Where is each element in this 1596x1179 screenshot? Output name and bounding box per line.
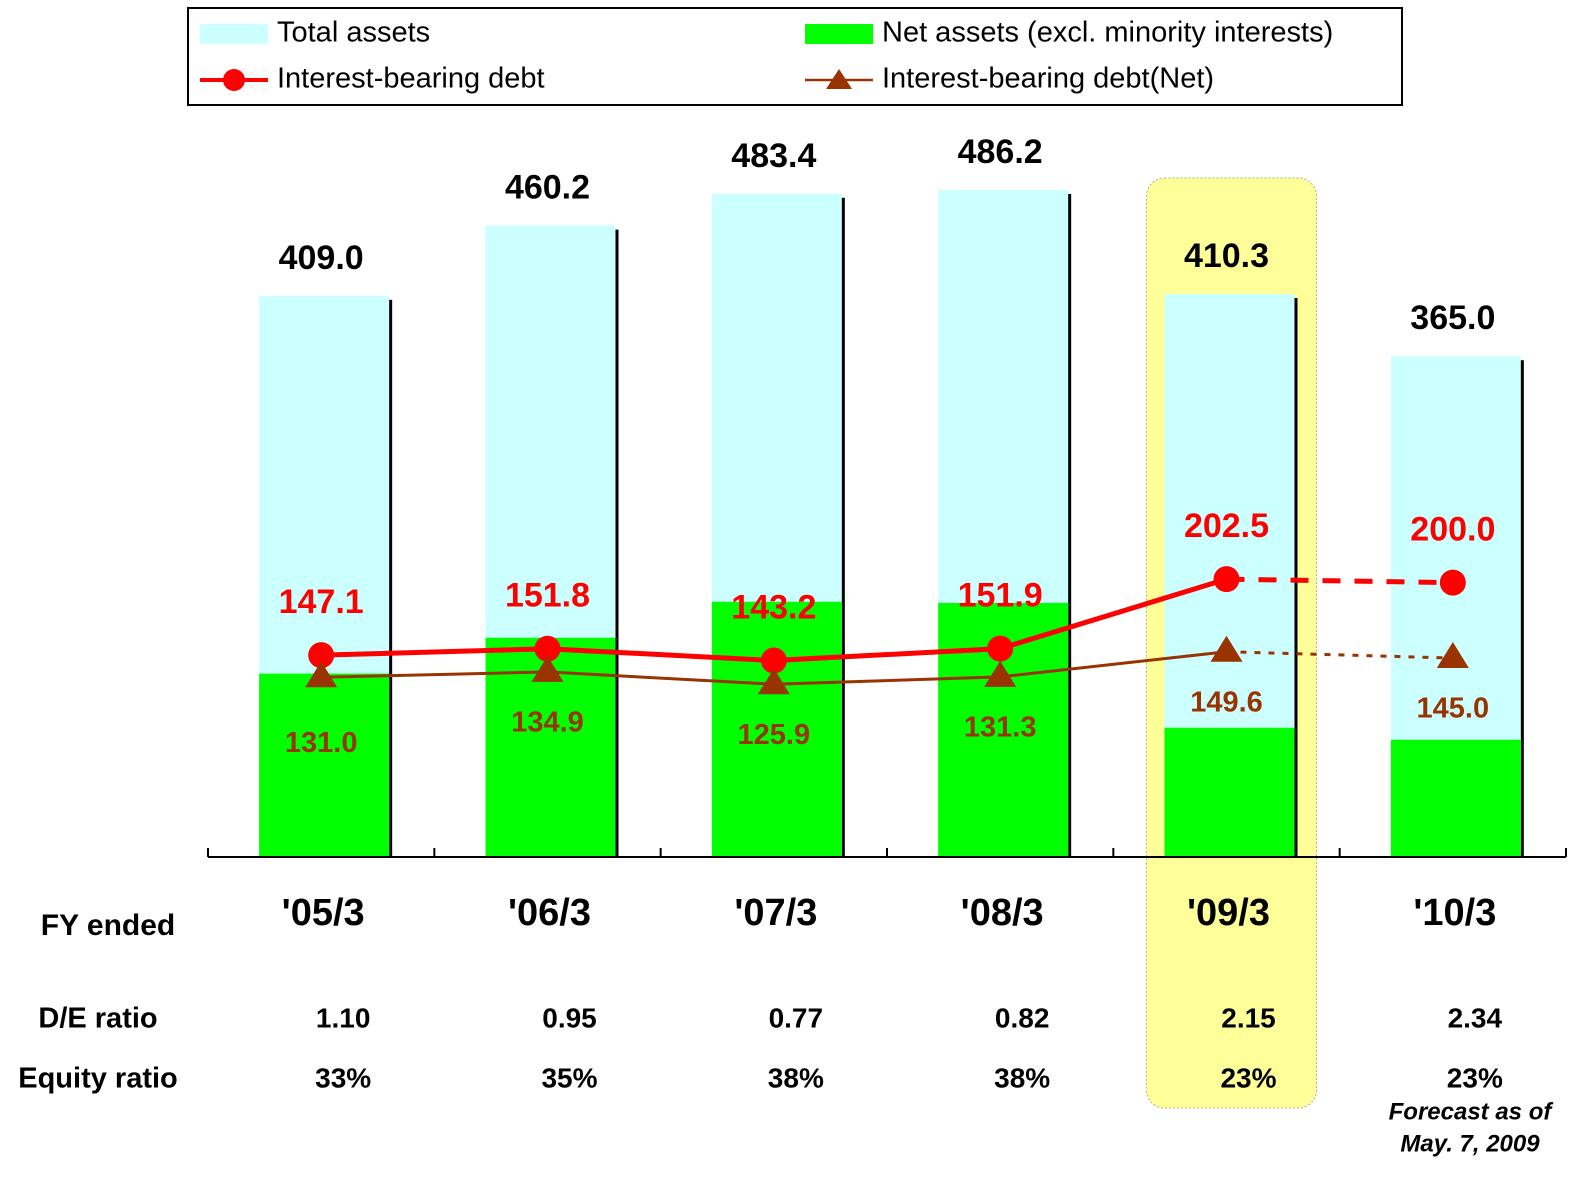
x-tick-label: '10/3	[1413, 892, 1496, 934]
legend-swatch	[200, 24, 268, 44]
legend-box	[187, 7, 1403, 106]
row-value: 38%	[994, 1062, 1050, 1093]
line-value-label: 151.8	[505, 577, 590, 615]
bar-value-label: 486.2	[958, 133, 1043, 171]
row-value: 33%	[315, 1062, 371, 1093]
line-value-label: 143.2	[731, 589, 816, 627]
line-marker	[1436, 642, 1469, 669]
bar	[711, 601, 842, 857]
legend-label: Total assets	[277, 17, 430, 49]
bar	[259, 673, 390, 857]
legend-swatch	[805, 24, 873, 44]
row-value: 2.34	[1448, 1002, 1503, 1033]
line-value-label: 200.0	[1410, 511, 1495, 549]
bar-value-label: 460.2	[505, 169, 590, 207]
line-forecast	[1226, 650, 1453, 660]
line-marker	[987, 635, 1014, 662]
legend-marker	[223, 69, 245, 91]
bar-shadow	[614, 229, 619, 858]
line-marker	[308, 642, 335, 669]
row-value: 23%	[1447, 1062, 1503, 1093]
note: May. 7, 2009	[1400, 1130, 1540, 1157]
bar-shadow	[1067, 193, 1072, 857]
legend-label: Interest-bearing debt	[277, 63, 545, 95]
bar	[1390, 739, 1521, 857]
line-marker	[760, 647, 787, 674]
row-value: 23%	[1220, 1062, 1276, 1093]
x-tick-label: '06/3	[508, 892, 591, 934]
line-marker	[534, 635, 561, 662]
row-value: 1.10	[316, 1002, 371, 1033]
bar-shadow	[1293, 298, 1298, 858]
row-value: 2.15	[1221, 1002, 1276, 1033]
line-marker	[305, 661, 338, 688]
line-value-label: 151.9	[958, 577, 1043, 615]
legend-label: Net assets (excl. minority interests)	[882, 17, 1333, 49]
line-value-label: 131.3	[964, 712, 1037, 744]
row-label: Equity ratio	[18, 1063, 178, 1095]
line-marker	[1439, 569, 1466, 596]
bar-shadow	[840, 197, 845, 857]
line-marker	[1210, 635, 1243, 662]
bar-value-label: 365.0	[1410, 299, 1495, 337]
line-value-label: 131.0	[285, 727, 358, 759]
legend-marker	[826, 69, 852, 89]
row-value: 35%	[541, 1062, 597, 1093]
line-value-label: 125.9	[738, 719, 811, 751]
x-tick-label: '07/3	[734, 892, 817, 934]
row-value: 0.77	[769, 1002, 824, 1033]
category-title: FY ended	[41, 909, 175, 942]
bar-shadow	[388, 299, 393, 857]
line-marker	[757, 668, 790, 695]
note: Forecast as of	[1389, 1098, 1554, 1125]
line-forecast	[1226, 576, 1453, 586]
line-value-label: 145.0	[1417, 693, 1490, 725]
line-value-label: 202.5	[1184, 507, 1269, 545]
bar-value-label: 483.4	[731, 137, 816, 175]
row-value: 0.82	[995, 1002, 1050, 1033]
line-value-label: 147.1	[279, 583, 364, 621]
row-label: D/E ratio	[38, 1003, 157, 1035]
x-tick-label: '08/3	[961, 892, 1044, 934]
line-marker	[1213, 566, 1240, 593]
line-value-label: 134.9	[511, 707, 584, 739]
line-value-label: 149.6	[1190, 686, 1263, 718]
x-tick-label: '09/3	[1187, 892, 1270, 934]
row-value: 38%	[768, 1062, 824, 1093]
line-marker	[531, 655, 564, 682]
row-value: 0.95	[542, 1002, 597, 1033]
bar-value-label: 409.0	[279, 239, 364, 277]
legend-label: Interest-bearing debt(Net)	[882, 63, 1214, 95]
bar-value-label: 410.3	[1184, 237, 1269, 275]
bar-shadow	[1519, 360, 1524, 857]
x-tick-label: '05/3	[282, 892, 365, 934]
line-marker	[984, 660, 1017, 687]
bar	[1164, 727, 1295, 857]
